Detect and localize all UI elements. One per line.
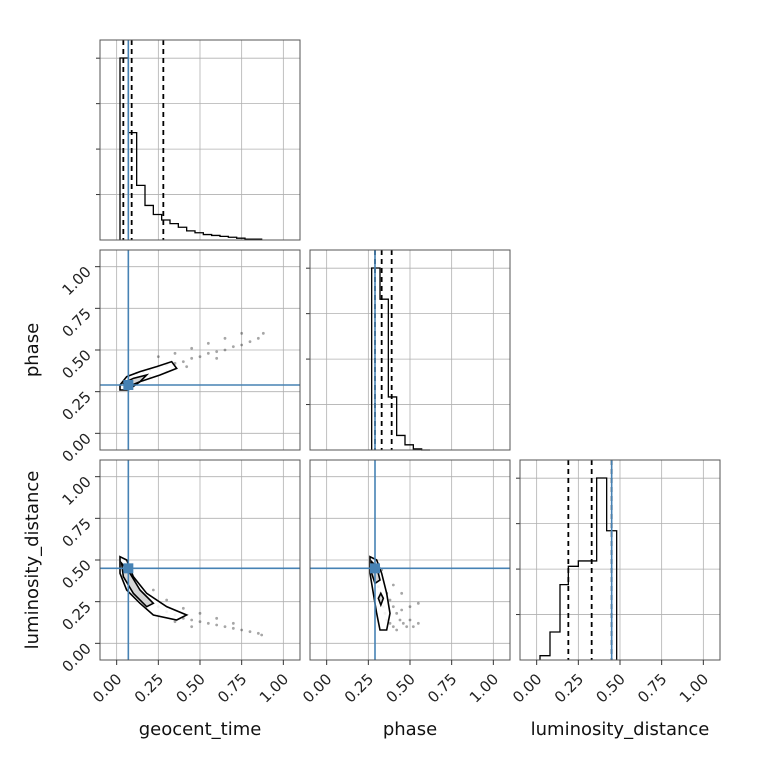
scatter-point [405, 625, 409, 629]
scatter-point [248, 340, 252, 344]
histogram-step [371, 267, 430, 451]
xlabel-phase: phase [383, 719, 437, 740]
scatter-point [215, 623, 219, 627]
contour-level [120, 560, 155, 608]
scatter-point [411, 625, 415, 629]
histogram-panel-geocent-time [96, 39, 301, 241]
scatter-point [215, 350, 219, 354]
scatter-point [408, 605, 412, 609]
ylabel-phase: phase [22, 323, 43, 377]
scatter-point [215, 616, 219, 620]
scatter-panel-phase-vs-geocent-time [99, 249, 301, 451]
scatter-point [248, 630, 252, 634]
scatter-point [198, 355, 202, 359]
histogram-step [119, 57, 263, 240]
scatter-point [206, 341, 210, 345]
scatter-point [416, 621, 420, 625]
scatter-point [151, 588, 155, 592]
histogram-panel-phase [306, 249, 511, 451]
scatter-point [240, 331, 244, 335]
scatter-panel-luminosity-distance-vs-geocent-time [99, 459, 301, 661]
histogram-step [539, 477, 618, 660]
scatter-point [173, 620, 177, 624]
scatter-point [181, 606, 185, 610]
scatter-point [206, 621, 210, 625]
scatter-point [391, 583, 395, 587]
scatter-point [261, 331, 265, 335]
scatter-point [416, 601, 420, 605]
contour-level [377, 591, 385, 608]
scatter-point [240, 628, 244, 632]
scatter-point [223, 625, 227, 629]
scatter-point [256, 336, 260, 340]
scatter-point [398, 618, 402, 622]
scatter-point [231, 626, 235, 630]
scatter-point [391, 625, 395, 629]
truth-marker [123, 563, 134, 574]
scatter-point [231, 621, 235, 625]
scatter-point [165, 598, 169, 602]
scatter-point [391, 605, 395, 609]
scatter-point [173, 351, 177, 355]
scatter-point [388, 598, 392, 602]
panel-frame [99, 39, 301, 241]
scatter-point [190, 346, 194, 350]
scatter-point [256, 631, 260, 635]
scatter-point [206, 351, 210, 355]
scatter-point [185, 365, 189, 369]
scatter-point [395, 628, 399, 632]
scatter-point [260, 633, 264, 637]
scatter-point [400, 608, 404, 612]
panel-frame [309, 249, 511, 451]
scatter-point [190, 356, 194, 360]
scatter-point [223, 336, 227, 340]
xlabel-luminosity-distance: luminosity_distance [531, 719, 710, 740]
xlabel-geocent-time: geocent_time [139, 719, 262, 740]
scatter-point [198, 620, 202, 624]
truth-marker [370, 563, 380, 574]
scatter-point [198, 611, 202, 615]
scatter-point [395, 611, 399, 615]
scatter-point [223, 348, 227, 352]
ylabel-luminosity-distance: luminosity_distance [22, 471, 43, 650]
truth-marker [123, 380, 134, 390]
scatter-point [190, 625, 194, 629]
scatter-point [388, 621, 392, 625]
scatter-point [156, 355, 160, 359]
scatter-panel-luminosity-distance-vs-phase [309, 459, 511, 661]
scatter-point [181, 360, 185, 364]
scatter-point [231, 345, 235, 349]
scatter-point [190, 618, 194, 622]
scatter-point [215, 356, 219, 360]
scatter-point [401, 621, 405, 625]
scatter-point [240, 343, 244, 347]
scatter-point [400, 591, 404, 595]
scatter-point [408, 618, 412, 622]
histogram-panel-luminosity-distance [516, 459, 721, 661]
